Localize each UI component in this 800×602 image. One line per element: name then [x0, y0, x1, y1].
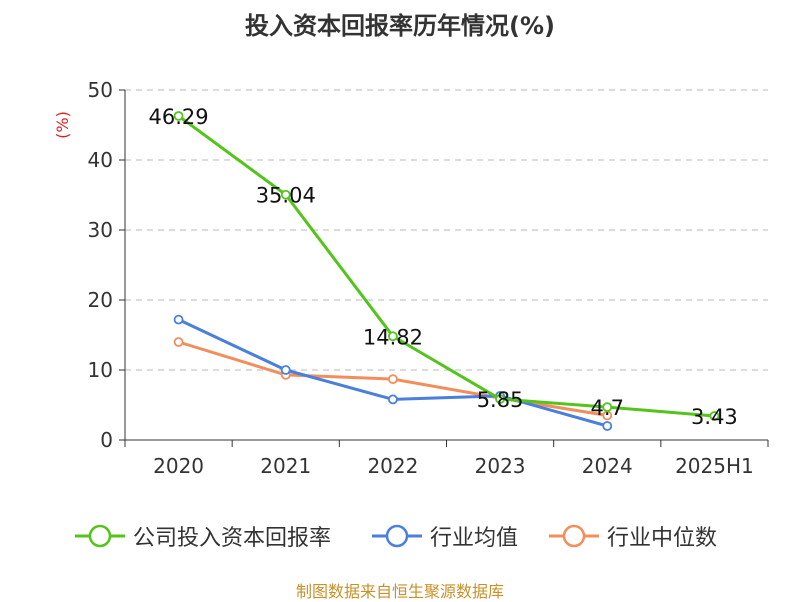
data-point	[280, 365, 291, 375]
data-point	[173, 111, 184, 121]
data-label: 4.7	[591, 396, 624, 420]
data-point	[709, 411, 720, 421]
legend-item[interactable]: 行业均值	[372, 520, 518, 552]
data-point	[602, 402, 613, 413]
x-tick-label: 2024	[582, 454, 633, 478]
series-line	[177, 114, 715, 418]
data-point	[173, 314, 184, 325]
x-tick-label: 2022	[367, 454, 418, 478]
data-point	[602, 421, 613, 431]
grid-layer	[125, 89, 768, 371]
x-tick-label: 2020	[153, 454, 204, 478]
legend-marker-icon	[75, 524, 125, 548]
data-point	[280, 189, 291, 200]
y-tick-label: 50	[88, 78, 113, 102]
data-label: 46.29	[149, 105, 209, 129]
y-tick-label: 10	[88, 358, 113, 382]
legend-item[interactable]: 行业中位数	[549, 520, 717, 552]
data-point	[495, 394, 505, 404]
axis-layer: 0 10 20 30 40 50 2020 2021 2022 2023 2024 2025H1	[88, 78, 769, 478]
chart-title: 投入资本回报率历年情况(%)	[245, 12, 555, 40]
data-label-layer: 46.29 35.04 14.82 5.85 4.7 3.43	[149, 105, 738, 429]
y-tick-label: 0	[100, 428, 113, 452]
legend-label: 行业均值	[430, 526, 519, 551]
y-axis-unit-label: (%)	[53, 111, 72, 139]
legend-marker-icon	[372, 524, 422, 548]
legend-marker-icon	[549, 524, 599, 548]
data-label: 5.85	[477, 388, 524, 412]
y-tick-label: 30	[88, 218, 113, 242]
legend-label: 公司投入资本回报率	[133, 526, 332, 551]
x-tick-label: 2025H1	[675, 454, 754, 478]
y-tick-label: 40	[88, 148, 113, 172]
x-tick-label: 2021	[260, 454, 311, 478]
data-point	[388, 374, 398, 385]
data-label: 3.43	[691, 405, 738, 429]
data-label: 35.04	[256, 184, 316, 208]
data-point	[388, 394, 398, 405]
y-tick-label: 20	[88, 288, 113, 312]
legend: 公司投入资本回报率 行业均值 行业中位数	[0, 520, 800, 552]
source-note: 制图数据来自恒生聚源数据库	[295, 582, 504, 601]
data-label: 14.82	[363, 325, 423, 349]
series-layer	[173, 111, 720, 431]
legend-label: 行业中位数	[607, 526, 718, 551]
data-point	[388, 331, 398, 342]
data-point	[173, 337, 184, 347]
x-tick-label: 2023	[475, 454, 526, 478]
legend-item[interactable]: 公司投入资本回报率	[75, 520, 331, 552]
